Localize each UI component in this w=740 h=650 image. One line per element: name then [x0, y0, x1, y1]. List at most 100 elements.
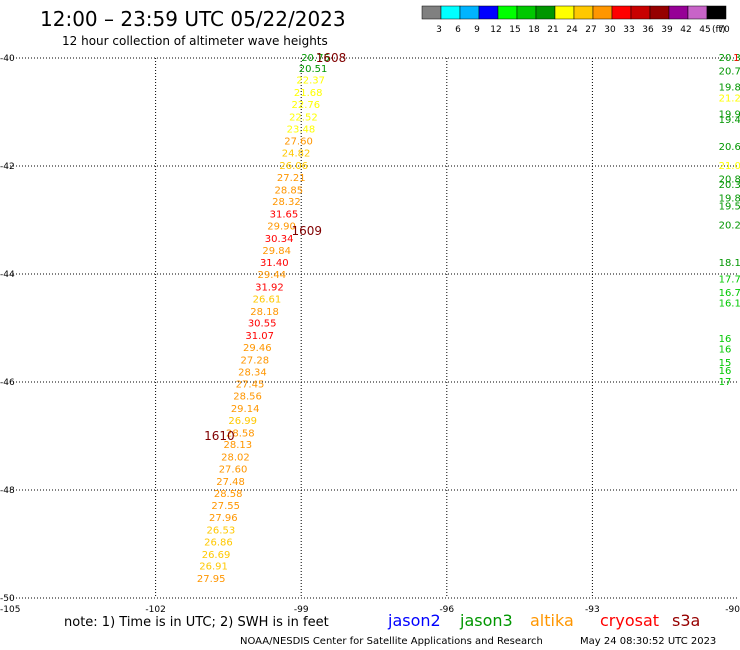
- data-point-label: 21.21: [719, 94, 740, 105]
- satellite-legend: jason2 jason3 altika cryosat s3a: [387, 611, 700, 630]
- x-tick-label: -93: [585, 605, 600, 615]
- data-point-label: 27.21: [277, 173, 306, 184]
- legend-satellite-cryosat: cryosat: [600, 611, 659, 630]
- data-point-label: 22.76: [291, 100, 320, 111]
- data-point-label: 26.91: [199, 562, 228, 573]
- data-point-label: 19.82: [719, 83, 740, 94]
- y-tick-label: -40: [0, 54, 15, 64]
- data-point-label: 20.89: [719, 175, 740, 186]
- data-point-label: 28.58: [214, 489, 243, 500]
- data-point-label: 27.60: [219, 464, 248, 475]
- data-point-label: 16: [719, 345, 732, 356]
- x-tick-label: -105: [0, 605, 20, 615]
- colorbar-swatch: [516, 5, 537, 20]
- data-point-label: 28.58: [226, 428, 255, 439]
- colorbar-swatch: [535, 5, 556, 20]
- y-tick-label: -44: [0, 270, 15, 280]
- colorbar-swatch: [649, 5, 670, 20]
- x-tick-label: -90: [725, 605, 740, 615]
- time-label: 1610: [204, 429, 235, 443]
- data-point-label: 29.44: [258, 270, 287, 281]
- data-point-label: 27.95: [197, 574, 226, 585]
- footer-timestamp: May 24 08:30:52 UTC 2023: [580, 636, 716, 647]
- colorbar-unit: (ft): [712, 25, 726, 35]
- time-label: 1609: [291, 224, 322, 238]
- data-point-label: 31.65: [270, 210, 299, 221]
- data-point-label: 27.48: [216, 477, 245, 488]
- data-point-label: 23.48: [287, 124, 316, 135]
- colorbar-label: 18: [528, 25, 540, 35]
- data-point-label: 31.92: [255, 283, 284, 294]
- data-point-label: 26.99: [228, 416, 257, 427]
- data-point-label: 29.14: [231, 404, 260, 415]
- data-point-label: 19.91: [719, 110, 740, 121]
- data-point-label: 20.66: [719, 142, 740, 153]
- data-point-label: 28.32: [272, 197, 301, 208]
- data-point-label: 28.18: [250, 307, 279, 318]
- data-point-label: 21.07: [719, 161, 740, 172]
- x-tick-label: -99: [294, 605, 309, 615]
- data-point-label: 16: [719, 366, 732, 377]
- data-point-label: 16.7: [719, 288, 740, 299]
- colorbar-swatch: [630, 5, 651, 20]
- legend-satellite-jason3: jason3: [459, 611, 513, 630]
- grid-lines: [10, 57, 738, 599]
- data-point-label: 26.86: [204, 537, 233, 548]
- colorbar-swatch: [611, 5, 632, 20]
- data-point-label: 26.69: [202, 550, 231, 561]
- time-labels: 1608 1609 1610: [204, 51, 346, 443]
- data-point-label: 20.38: [719, 53, 740, 64]
- data-point-label: 27.28: [241, 355, 270, 366]
- data-point-label: 28.13: [224, 440, 253, 451]
- colorbar-label: 3: [436, 25, 442, 35]
- y-tick-label: -50: [0, 594, 15, 604]
- legend-satellite-jason2: jason2: [387, 611, 441, 630]
- data-point-label: 26.06: [279, 161, 308, 172]
- data-point-label: 21.68: [294, 88, 323, 99]
- data-point-label: 18.1: [719, 258, 740, 269]
- data-point-label: 28.56: [233, 392, 262, 403]
- data-point-label: 31.07: [245, 331, 274, 342]
- data-point-label: 20.75: [301, 53, 330, 64]
- footer-credit: NOAA/NESDIS Center for Satellite Applica…: [240, 636, 543, 647]
- data-point-label: 20.29: [719, 220, 740, 231]
- page-title: 12:00 – 23:59 UTC 05/22/2023: [40, 7, 346, 31]
- data-point-label: 27.96: [209, 513, 238, 524]
- colorbar-swatch: [421, 5, 442, 20]
- data-point-label: 17.7: [719, 274, 740, 285]
- y-tick-label: -46: [0, 378, 15, 388]
- colorbar-swatch: [592, 5, 613, 20]
- colorbar-label: 36: [642, 25, 654, 35]
- colorbar-label: 9: [474, 25, 480, 35]
- data-point-label: 17: [719, 377, 732, 388]
- data-point-label: 16: [719, 334, 732, 345]
- data-point-label: 19.40: [719, 115, 740, 126]
- colorbar-label: 27: [585, 25, 596, 35]
- colorbar-label: 12: [490, 25, 501, 35]
- y-tick-label: -42: [0, 162, 15, 172]
- time-label: 1608: [316, 51, 347, 65]
- colorbar: 3 6 9 12 15 18 21 24 27 30 33 36 39 42 45 70(ft): [421, 5, 730, 35]
- data-point-label: 24.82: [282, 149, 311, 160]
- colorbar-label: 30: [604, 25, 616, 35]
- data-point-label: 22.52: [289, 112, 318, 123]
- data-point-label: 29.90: [267, 221, 296, 232]
- colorbar-label: 24: [566, 25, 578, 35]
- x-tick-label: -96: [439, 605, 454, 615]
- colorbar-label: 15: [509, 25, 520, 35]
- data-point-label: 20.33: [719, 180, 740, 191]
- data-point-label: 27.45: [236, 380, 265, 391]
- data-point-label: 29.46: [243, 343, 272, 354]
- plot-frame: [10, 58, 738, 598]
- y-axis-ticks: -40 -42 -44 -46 -48 -50: [0, 54, 15, 604]
- colorbar-label: 70: [718, 25, 730, 35]
- data-point-label: 26.53: [207, 526, 236, 537]
- legend-satellite-altika: altika: [530, 611, 574, 630]
- data-point-label: 20.75: [719, 67, 740, 78]
- colorbar-swatch: [478, 5, 499, 20]
- data-point-label: 27.55: [211, 501, 240, 512]
- colorbar-label: 33: [623, 25, 634, 35]
- data-points: 20.7520.5122.3721.6822.7622.5223.4827.60…: [197, 53, 740, 585]
- data-point-label: 22.37: [296, 76, 325, 87]
